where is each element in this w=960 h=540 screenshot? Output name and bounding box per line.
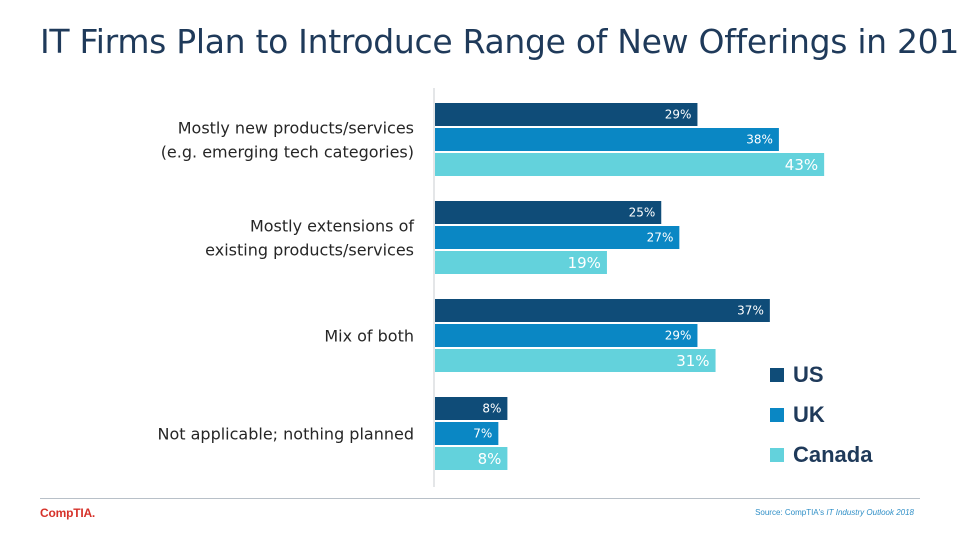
data-label: 8% xyxy=(478,450,502,468)
data-label: 8% xyxy=(482,402,501,416)
data-label: 29% xyxy=(665,329,692,343)
legend-item: Canada xyxy=(770,435,872,475)
bar-uk xyxy=(435,422,499,445)
source-note: Source: CompTIA's IT Industry Outlook 20… xyxy=(755,508,914,517)
data-label: 7% xyxy=(473,427,492,441)
data-label: 37% xyxy=(737,304,764,318)
legend-swatch xyxy=(770,368,784,382)
category-label: existing products/services xyxy=(205,241,414,260)
bar-chart: Mostly new products/services (e.g. emergi… xyxy=(157,88,825,487)
data-label: 25% xyxy=(629,206,656,220)
legend-swatch xyxy=(770,408,784,422)
legend-item: UK xyxy=(770,395,872,435)
chart-legend: US UK Canada xyxy=(770,355,872,475)
legend-swatch xyxy=(770,448,784,462)
legend-item: US xyxy=(770,355,872,395)
bar-canada xyxy=(435,153,825,176)
category-label: Not applicable; nothing planned xyxy=(157,425,414,444)
data-label: 31% xyxy=(676,352,709,370)
bar-uk xyxy=(435,226,680,249)
data-label: 43% xyxy=(785,156,818,174)
data-label: 27% xyxy=(647,231,674,245)
data-label: 19% xyxy=(568,254,601,272)
bar-uk xyxy=(435,324,698,347)
category-label: Mostly new products/services xyxy=(178,119,414,138)
category-label: Mostly extensions of xyxy=(250,217,414,236)
source-publication: IT Industry Outlook 2018 xyxy=(826,508,914,517)
data-label: 38% xyxy=(746,133,773,147)
comptia-logo: CompTIA. xyxy=(40,506,96,520)
legend-label: Canada xyxy=(793,442,873,467)
bar-canada xyxy=(435,349,716,372)
bar-canada xyxy=(435,251,607,274)
bar-canada xyxy=(435,447,508,470)
legend-label: US xyxy=(793,362,824,387)
bar-us xyxy=(435,103,698,126)
legend-label: UK xyxy=(793,402,825,427)
source-prefix: Source: CompTIA's xyxy=(755,508,827,517)
bar-us xyxy=(435,299,770,322)
data-label: 29% xyxy=(665,108,692,122)
bar-us xyxy=(435,397,508,420)
category-label: Mix of both xyxy=(324,327,414,346)
bar-uk xyxy=(435,128,779,151)
footer-divider xyxy=(40,498,920,499)
chart-title: IT Firms Plan to Introduce Range of New … xyxy=(40,22,960,61)
category-label: (e.g. emerging tech categories) xyxy=(161,143,414,162)
bar-us xyxy=(435,201,662,224)
